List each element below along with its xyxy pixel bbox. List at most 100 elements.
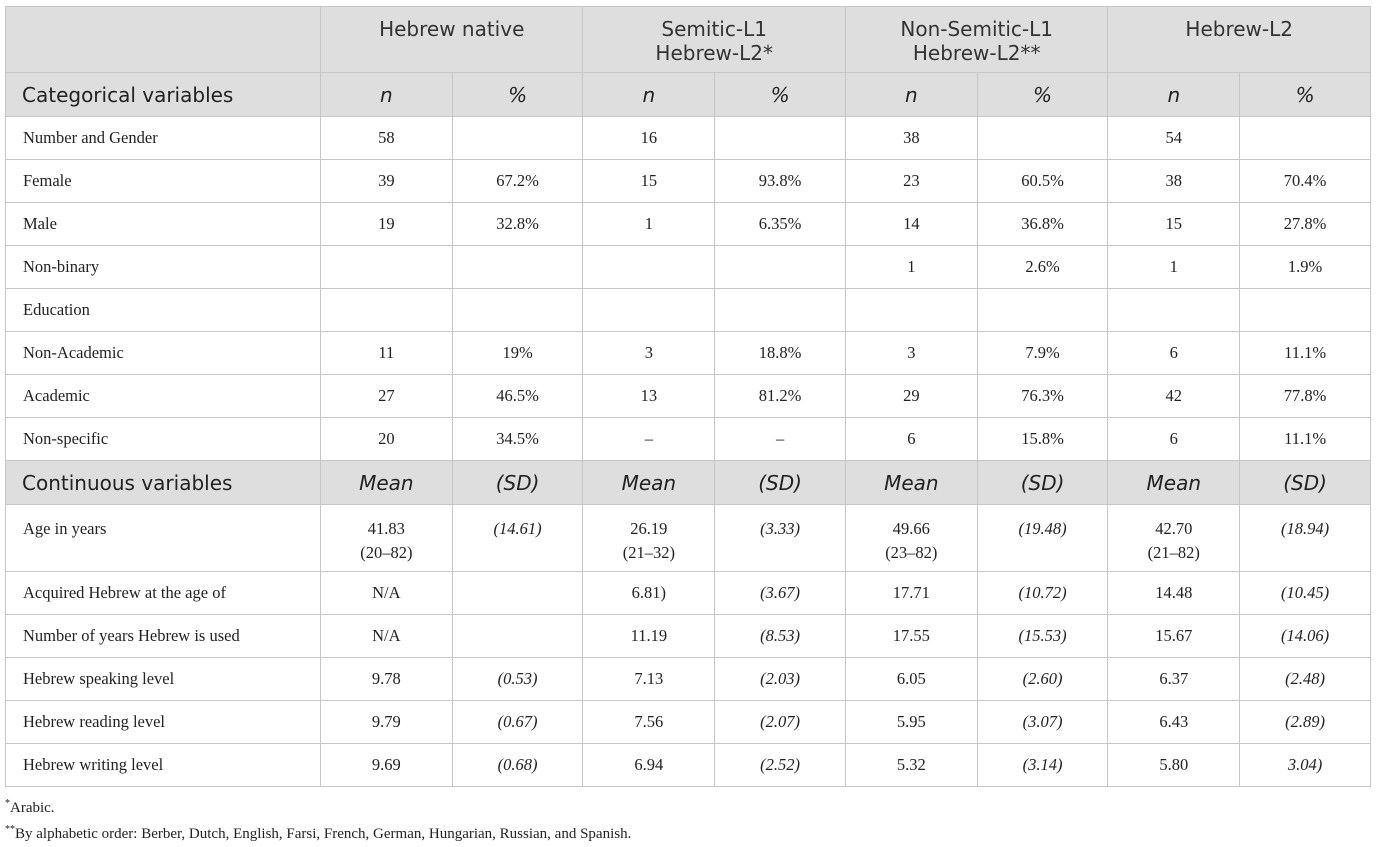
column-subheader: % [1239,72,1371,117]
table-cell: 7.13 [582,657,716,701]
table-cell: 19 [319,202,453,246]
table-cell: 17.71 [844,571,978,615]
table-cell: (18.94) [1239,504,1371,572]
table-cell: (10.72) [976,571,1109,615]
footnote-mark: ** [5,824,15,835]
table-cell: 29 [844,374,978,418]
table-cell: 49.66 (23–82) [844,504,978,572]
table-cell: 6 [844,417,978,461]
table-cell: 38 [844,116,978,160]
table-cell: N/A [319,614,453,658]
table-row: Number of years Hebrew is used N/A 11.19 (8… [5,614,1371,658]
table-cell: (8.53) [714,614,846,658]
table-row: Number and Gender 58 16 38 54 [5,116,1371,160]
row-label: Male [5,202,321,246]
table-cell [319,245,453,289]
table-cell: 3 [582,331,716,375]
table-row: Non-specific 20 34.5% – –6 15.8% 6 11.1% [5,417,1371,461]
table-cell: 36.8% [976,202,1109,246]
table-row: Hebrew reading level 9.79 (0.67) 7.56 (2.07)… [5,700,1371,744]
row-label: Age in years [5,504,321,572]
footnote: **By alphabetic order: Berber, Dutch, En… [5,817,631,843]
row-label: Female [5,159,321,203]
column-subheader: % [976,72,1109,117]
table-cell: 3 [844,331,978,375]
table-cell [319,288,453,332]
table-cell [451,288,584,332]
table-row: Hebrew speaking level 9.78 (0.53) 7.13 (2.03… [5,657,1371,701]
row-label: Education [5,288,321,332]
table-cell [451,245,584,289]
table-cell: (14.06) [1239,614,1371,658]
table-cell: (3.07) [976,700,1109,744]
column-subheader: Mean [319,460,453,505]
footnotes: *Arabic. **By alphabetic order: Berber, … [5,791,631,843]
corner-cell [5,6,321,73]
table-row: Non-binary 1 2.6% 1 1.9% [5,245,1371,289]
table-cell: 7.56 [582,700,716,744]
table-cell: 67.2% [451,159,584,203]
table-row: Education [5,288,1371,332]
table-cell: 18.8% [714,331,846,375]
table-cell: (15.53) [976,614,1109,658]
table-cell: 7.9% [976,331,1109,375]
table-cell [451,571,584,615]
column-subheader: % [714,72,846,117]
table-cell: (2.07) [714,700,846,744]
table-cell: (0.67) [451,700,584,744]
categorical-section-header-row: Categorical variables n% n% n% n% [5,72,1371,117]
continuous-section-header-row: Continuous variables Mean (SD) Mean (SD) Mean… [5,460,1371,505]
table-cell: (14.61) [451,504,584,572]
row-label: Hebrew speaking level [5,657,321,701]
table-cell: 1 [1107,245,1241,289]
table-cell: (0.53) [451,657,584,701]
table-cell [582,245,716,289]
table-row: Hebrew writing level 9.69 (0.68) 6.94 (2.52)… [5,743,1371,787]
table-cell: (2.48) [1239,657,1371,701]
table-row: Non-Academic 11 19% 3 18.8% 3 7.9% 6 11.1% [5,331,1371,375]
table-cell: 58 [319,116,453,160]
table-cell [1239,288,1371,332]
table-cell: N/A [319,571,453,615]
table-cell: 14.48 [1107,571,1241,615]
footnote-text: By alphabetic order: Berber, Dutch, Engl… [15,826,632,842]
table-cell: 42.70 (21–82) [1107,504,1241,572]
column-subheader: (SD) [714,460,846,505]
row-label: Non-Academic [5,331,321,375]
table-cell: 11.1% [1239,417,1371,461]
table-cell: 19% [451,331,584,375]
column-subheader: n [582,72,716,117]
table-cell: (2.89) [1239,700,1371,744]
column-subheader: Mean [582,460,716,505]
table-row: Male 19 32.8% 1 6.35% 14 36.8% 15 27.8% [5,202,1371,246]
table-cell [714,288,846,332]
row-label: Number and Gender [5,116,321,160]
row-label: Hebrew reading level [5,700,321,744]
table-cell: 6.05 [844,657,978,701]
table-cell [451,614,584,658]
table-cell: 15 [1107,202,1241,246]
group-header-non-semitic-l1: Non-Semitic-L1 Hebrew-L2** [844,6,1109,73]
group-header-semitic-l1: Semitic-L1 Hebrew-L2* [582,6,846,73]
table-cell: 1.9% [1239,245,1371,289]
group-header-hebrew-l2: Hebrew-L2 [1107,6,1371,73]
table-cell: 77.8% [1239,374,1371,418]
table-cell [844,288,978,332]
table-cell: (3.33) [714,504,846,572]
table-cell: 1 [844,245,978,289]
table-cell: 46.5% [451,374,584,418]
table-cell: 17.55 [844,614,978,658]
table-cell: 39 [319,159,453,203]
continuous-section-label: Continuous variables [5,460,321,505]
table-cell: – [582,417,716,461]
table-cell [714,116,846,160]
table-cell: 6 [1107,331,1241,375]
table-cell: 93.8% [714,159,846,203]
table-cell: 38 [1107,159,1241,203]
column-subheader: n [844,72,978,117]
footnote-mark: * [5,798,10,809]
column-subheader: Mean [1107,460,1241,505]
table-cell [451,116,584,160]
table-cell: 5.95 [844,700,978,744]
table-cell: (3.14) [976,743,1109,787]
